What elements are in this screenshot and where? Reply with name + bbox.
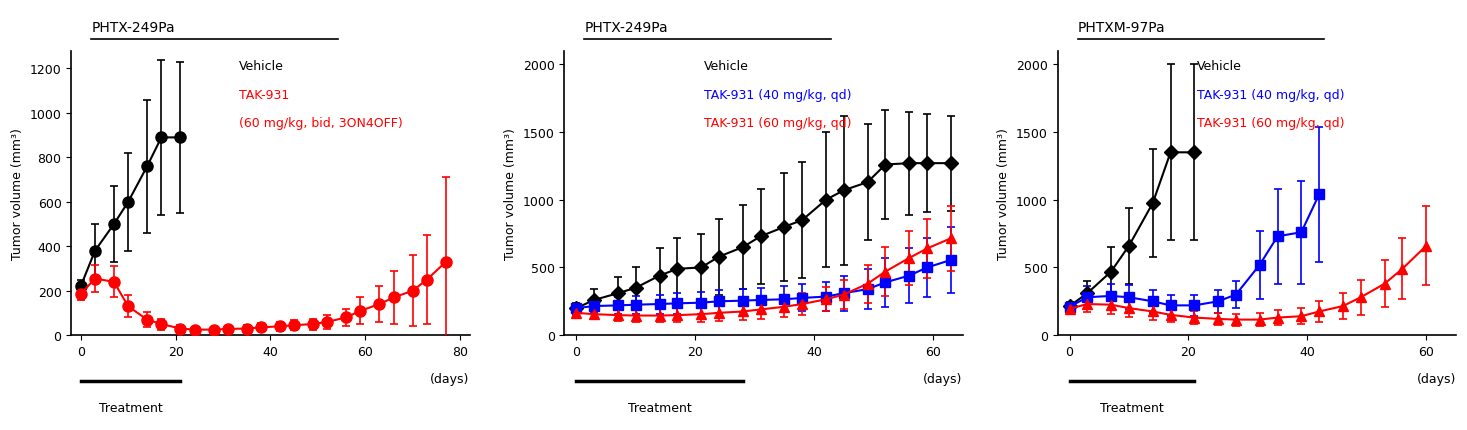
Text: Vehicle: Vehicle (1197, 60, 1243, 73)
Text: TAK-931 (60 mg/kg, qd): TAK-931 (60 mg/kg, qd) (704, 117, 851, 130)
Text: (days): (days) (430, 372, 469, 385)
Text: PHTX-249Pa: PHTX-249Pa (584, 21, 667, 34)
Text: Vehicle: Vehicle (704, 60, 748, 73)
Text: TAK-931 (40 mg/kg, qd): TAK-931 (40 mg/kg, qd) (704, 89, 851, 101)
Text: (60 mg/kg, bid, 3ON4OFF): (60 mg/kg, bid, 3ON4OFF) (239, 117, 402, 130)
Text: PHTXM-97Pa: PHTXM-97Pa (1078, 21, 1165, 34)
Y-axis label: Tumor volume (mm³): Tumor volume (mm³) (505, 128, 518, 259)
Text: TAK-931 (40 mg/kg, qd): TAK-931 (40 mg/kg, qd) (1197, 89, 1345, 101)
Y-axis label: Tumor volume (mm³): Tumor volume (mm³) (12, 128, 23, 259)
Text: (days): (days) (1417, 372, 1455, 385)
Text: Treatment: Treatment (1100, 401, 1163, 414)
Text: TAK-931: TAK-931 (239, 89, 289, 101)
Text: Vehicle: Vehicle (239, 60, 283, 73)
Text: TAK-931 (60 mg/kg, qd): TAK-931 (60 mg/kg, qd) (1197, 117, 1345, 130)
Text: Treatment: Treatment (628, 401, 691, 414)
Text: Treatment: Treatment (98, 401, 163, 414)
Text: PHTX-249Pa: PHTX-249Pa (91, 21, 175, 34)
Y-axis label: Tumor volume (mm³): Tumor volume (mm³) (998, 128, 1011, 259)
Text: (days): (days) (923, 372, 962, 385)
